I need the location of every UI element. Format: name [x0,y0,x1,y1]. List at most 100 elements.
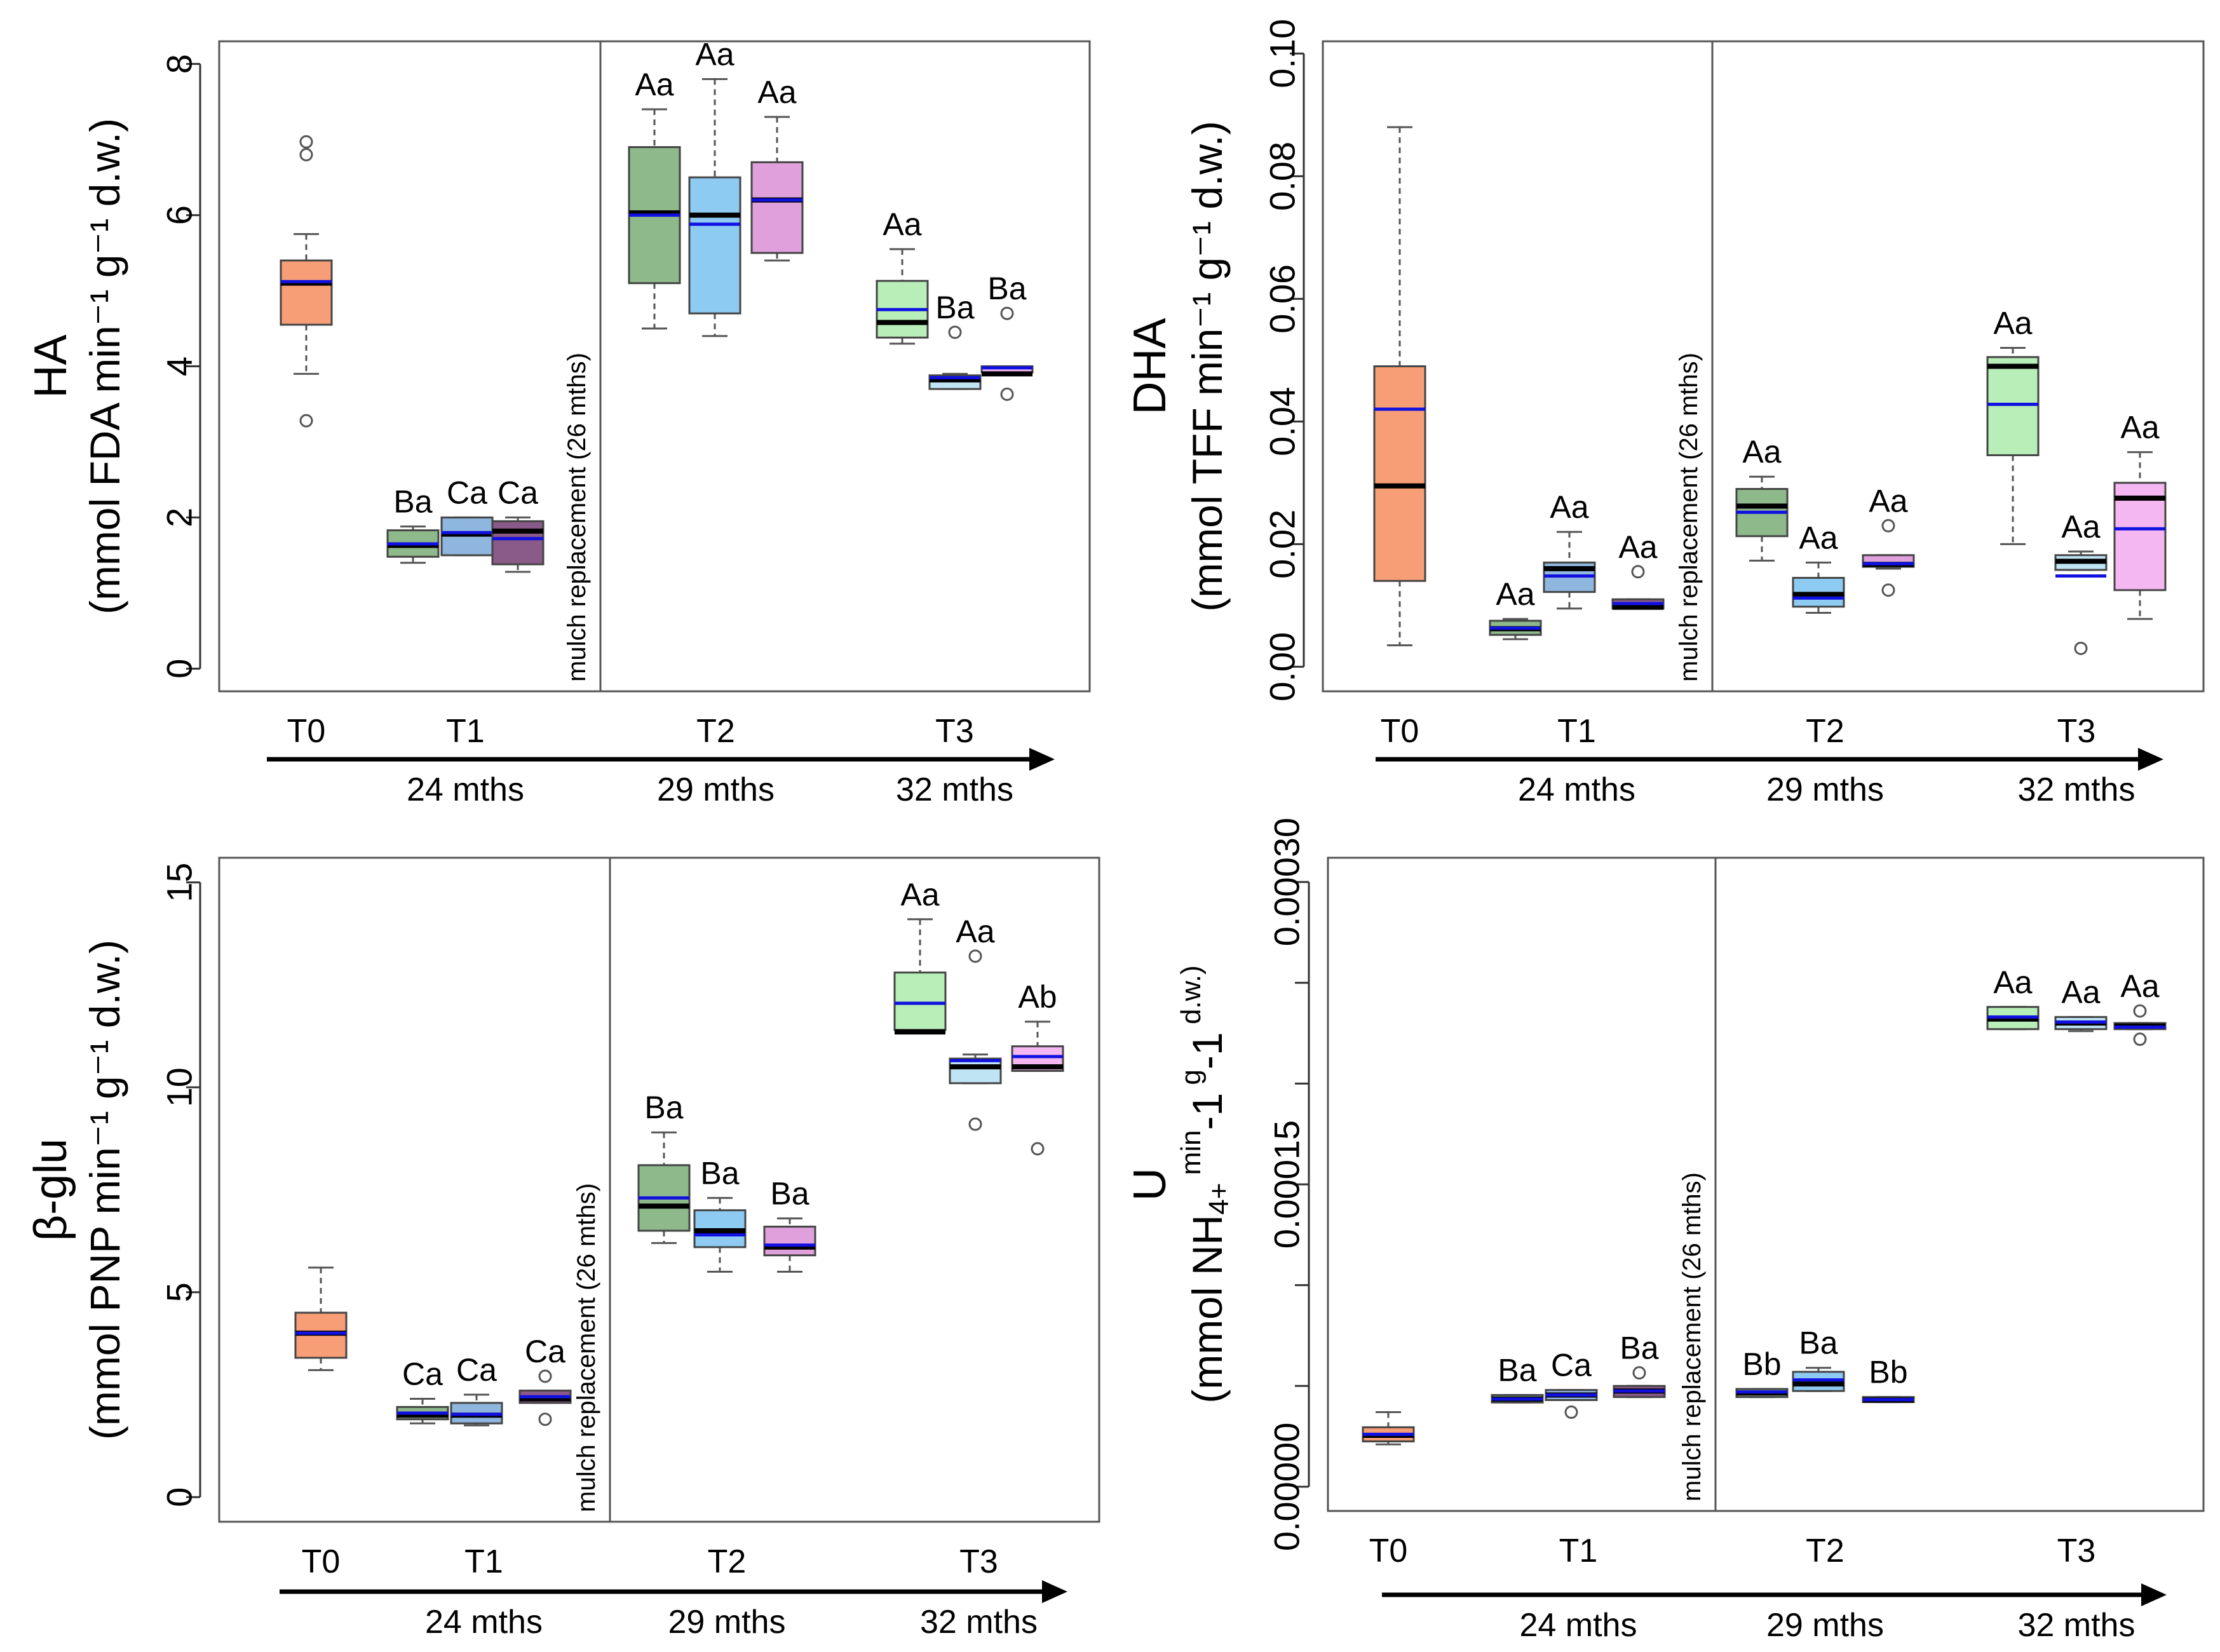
significance-label: Aa [883,207,921,242]
unit-part: (mmol NH [1184,1215,1231,1404]
month-label: 32 mths [2018,771,2135,808]
unit-part: min [1175,1130,1207,1182]
box-T2-6: Ba [763,1176,816,1273]
time-label-T2: T2 [708,1543,747,1580]
box-iqr [2113,482,2167,592]
box-T3-9: Ba [980,271,1034,402]
time-label-T1: T1 [446,713,485,750]
box-T3-9: Aa [2113,410,2167,620]
y-axis-unit-label: (mmol NH4+ min-1 g-1 d.w.) [1175,965,1235,1404]
timeline-arrowhead [2141,1583,2167,1606]
box-T1-1: Ca [396,1356,449,1425]
box-T0-0 [1373,126,1426,647]
significance-label: Bb [1742,1346,1781,1382]
significance-label: Bb [1869,1355,1907,1390]
month-label: 29 mths [1766,1607,1884,1644]
significance-label: Ba [644,1090,683,1125]
significance-label: Aa [1869,483,1907,518]
box-T2-5: Ba [1792,1325,1845,1392]
y-tick-label: 0.10 [1262,19,1303,88]
significance-label: Aa [695,36,734,72]
significance-label: Aa [2120,968,2159,1004]
month-label: 29 mths [1766,771,1884,808]
box-T2-4: Bb [1735,1346,1789,1398]
y-axis-title: β-glu [25,1139,76,1241]
box-T3-9: Ab [1011,979,1064,1156]
month-label: 32 mths [896,771,1013,808]
month-label: 29 mths [668,1604,786,1641]
box-T1-2: Ca [440,475,494,557]
y-axis-title: U [1125,1168,1175,1201]
y-tick-label: 4 [159,356,200,376]
box-iqr [893,972,947,1031]
box-T2-4: Aa [628,67,681,330]
outlier-point [1000,306,1014,320]
box-T2-5: Ba [693,1155,747,1273]
box-T2-4: Aa [1735,434,1789,562]
timeline-arrowhead [2138,748,2163,771]
box-iqr [280,259,333,326]
plot-frame [218,856,1100,1523]
outlier-point [538,1369,552,1383]
y-tick-label: 6 [159,205,200,225]
y-tick-label: 0.00015 [1267,1120,1307,1249]
significance-label: Aa [1742,434,1781,470]
time-label-T3: T3 [959,1543,998,1580]
y-tick-label: 0 [159,1487,200,1507]
box-T1-1: Ba [386,484,440,564]
significance-label: Ba [770,1176,809,1212]
box-iqr [1986,356,2040,456]
time-label-T2: T2 [1806,713,1844,750]
box-T3-7: Aa [876,207,929,345]
box-T0-0 [294,1266,348,1371]
plot-frame [1327,856,2205,1512]
box-T2-5: Aa [688,36,741,337]
outlier-point [1031,1142,1045,1156]
time-label-T0: T0 [287,713,326,750]
significance-label: Ca [447,475,487,510]
box-T1-2: Aa [1543,489,1596,610]
outlier-point [1881,583,1895,597]
month-label: 24 mths [1518,771,1635,808]
y-tick-label: 0.04 [1262,387,1303,456]
significance-label: Aa [1550,489,1588,525]
y-tick-label: 0.06 [1262,264,1303,334]
significance-label: Ba [1799,1325,1838,1361]
unit-part: -1 [1184,1032,1231,1069]
box-T2-6: Bb [1862,1355,1915,1404]
significance-label: Aa [2061,509,2100,545]
time-label-T3: T3 [2057,1533,2096,1569]
significance-label: Ba [393,484,432,520]
significance-label: Ca [497,475,538,510]
y-axis-unit-label: (mmol FDA min⁻¹ g⁻¹ d.w.) [81,118,128,614]
significance-label: Aa [900,877,939,912]
y-tick-label: 15 [159,863,200,902]
timeline-arrowhead [1029,748,1055,771]
box-T3-7: Aa [893,877,947,1035]
box-T3-7: Aa [1986,965,2040,1031]
time-label-T1: T1 [1559,1533,1598,1569]
box-T1-3: Aa [1611,529,1665,610]
outlier-point [2133,1004,2147,1018]
time-label-T2: T2 [696,713,735,750]
plot-frame [1322,40,2205,693]
outlier-point [1000,388,1014,402]
significance-label: Aa [1799,520,1838,555]
box-T1-3: Ca [518,1334,572,1426]
significance-label: Aa [956,914,994,949]
box-T1-2: Ca [1545,1348,1598,1419]
time-label-T0: T0 [1381,713,1419,750]
box-T3-7: Aa [1986,306,2040,545]
y-tick-label: 0.00030 [1267,818,1307,946]
unit-part: 4+ [1203,1183,1235,1215]
y-tick-label: 0.08 [1262,142,1303,211]
box-iqr [1373,365,1426,582]
month-label: 24 mths [407,771,524,808]
mulch-replacement-label: mulch replacement (26 mths) [1678,1172,1706,1501]
box-T3-8: Aa [2054,509,2108,655]
y-tick-label: 5 [159,1282,200,1302]
box-T0-0 [1362,1411,1415,1446]
box-T1-2: Ca [450,1352,503,1426]
significance-label: Aa [757,74,796,110]
